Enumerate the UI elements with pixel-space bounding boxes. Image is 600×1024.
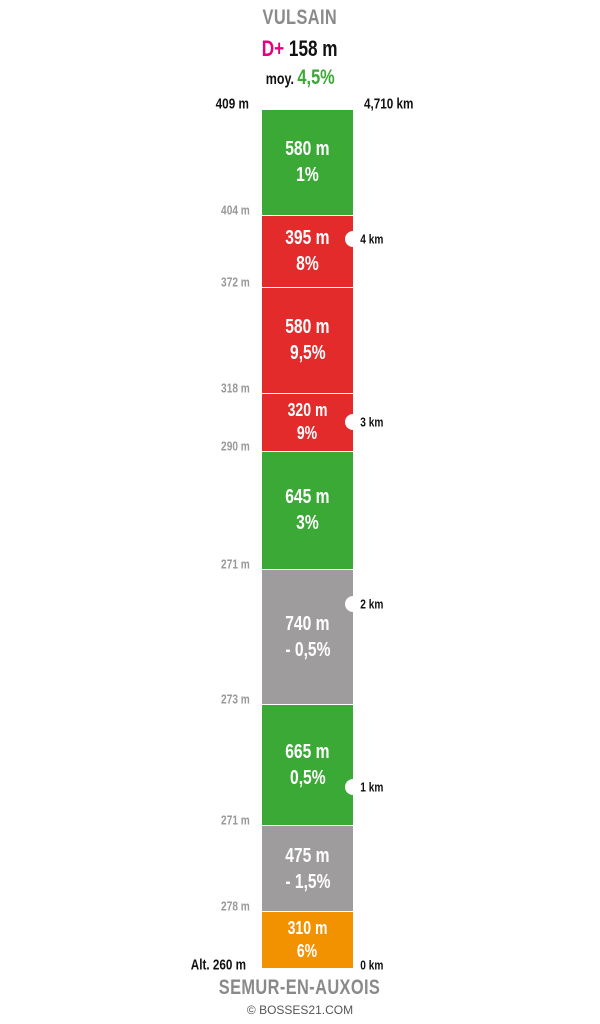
segment-length: 665 m xyxy=(285,740,330,763)
boundary-altitude-text: 404 m xyxy=(221,202,250,218)
segment-9: 310 m 6% xyxy=(262,912,353,969)
top-altitude: 409 m xyxy=(211,96,254,113)
segment-length: 645 m xyxy=(285,486,330,509)
segment-grade: 6% xyxy=(297,941,318,962)
segment-grade: 3% xyxy=(296,512,319,535)
base-altitude-text: Alt. 260 m xyxy=(190,956,247,974)
boundary-altitude-text: 278 m xyxy=(221,898,250,914)
dplus-label: D+ xyxy=(262,36,285,61)
segment-column: 580 m 1% 395 m 8% 580 m 9,5% 320 m 9% 645 m 3% 740… xyxy=(262,110,353,969)
boundary-altitude: 404 m xyxy=(217,202,254,217)
start-name: SEMUR-EN-AUXOIS xyxy=(219,976,381,999)
segment-3: 580 m 9,5% xyxy=(262,287,353,394)
boundary-altitude: 278 m xyxy=(217,899,254,914)
km-notch xyxy=(345,231,361,248)
boundary-altitude-text: 290 m xyxy=(221,438,250,454)
summit-name: VULSAIN xyxy=(262,6,338,29)
boundary-altitude: 318 m xyxy=(217,380,254,395)
start-title: SEMUR-EN-AUXOIS xyxy=(0,976,600,1000)
segment-6: 740 m - 0,5% xyxy=(262,569,353,705)
segment-length: 310 m xyxy=(287,917,328,938)
dplus-value: 158 m xyxy=(289,36,338,61)
km-notch xyxy=(345,413,361,430)
km-marker-text: 1 km xyxy=(360,779,384,795)
segment-grade: 1% xyxy=(296,164,319,187)
segment-length: 740 m xyxy=(285,612,330,635)
boundary-altitude-text: 271 m xyxy=(221,812,250,828)
segment-4: 320 m 9% xyxy=(262,393,353,452)
boundary-altitude-text: 273 m xyxy=(221,691,250,707)
top-distance-text: 4,710 km xyxy=(363,95,414,113)
km-notch xyxy=(345,778,361,795)
km-marker-text: 4 km xyxy=(360,231,384,247)
segment-length: 320 m xyxy=(287,399,328,420)
km-marker: 4 km xyxy=(357,232,387,247)
km-marker: 3 km xyxy=(357,414,387,429)
base-altitude: Alt. 260 m xyxy=(183,957,254,974)
segment-grade: - 0,5% xyxy=(284,638,331,661)
km-marker: 2 km xyxy=(357,597,387,612)
boundary-altitude: 290 m xyxy=(217,438,254,453)
average-grade: moy. 4,5% xyxy=(0,66,600,90)
copyright: © BOSSES21.COM xyxy=(246,1003,354,1017)
segment-grade: 9,5% xyxy=(289,342,326,365)
segment-grade: - 1,5% xyxy=(284,870,331,893)
segment-length: 395 m xyxy=(285,227,330,250)
top-distance: 4,710 km xyxy=(357,96,420,113)
avg-label: moy. xyxy=(265,71,294,88)
avg-value: 4,5% xyxy=(297,66,335,89)
segment-5: 645 m 3% xyxy=(262,451,353,570)
top-altitude-text: 409 m xyxy=(216,95,250,113)
segment-8: 475 m - 1,5% xyxy=(262,825,353,913)
boundary-altitude: 372 m xyxy=(217,274,254,289)
boundary-altitude: 271 m xyxy=(217,812,254,827)
boundary-altitude: 271 m xyxy=(217,556,254,571)
segment-length: 580 m xyxy=(285,138,330,161)
km-marker-text: 3 km xyxy=(360,414,384,430)
segment-2: 395 m 8% xyxy=(262,215,353,288)
segment-grade: 9% xyxy=(297,423,318,444)
base-distance-text: 0 km xyxy=(360,957,384,973)
segment-length: 580 m xyxy=(285,316,330,339)
segment-1: 580 m 1% xyxy=(262,110,353,216)
km-notch xyxy=(345,596,361,613)
segment-7: 665 m 0,5% xyxy=(262,704,353,826)
km-marker-text: 2 km xyxy=(360,596,384,612)
boundary-altitude-text: 318 m xyxy=(221,380,250,396)
base-distance: 0 km xyxy=(357,958,387,973)
elevation-gain: D+ 158 m xyxy=(0,36,600,62)
segment-grade: 8% xyxy=(296,253,319,276)
boundary-altitude-text: 372 m xyxy=(221,274,250,290)
segment-grade: 0,5% xyxy=(289,766,326,789)
boundary-altitude-text: 271 m xyxy=(221,556,250,572)
boundary-altitude: 273 m xyxy=(217,691,254,706)
segment-length: 475 m xyxy=(285,844,330,867)
km-marker: 1 km xyxy=(357,779,387,794)
summit-title: VULSAIN xyxy=(0,6,600,30)
